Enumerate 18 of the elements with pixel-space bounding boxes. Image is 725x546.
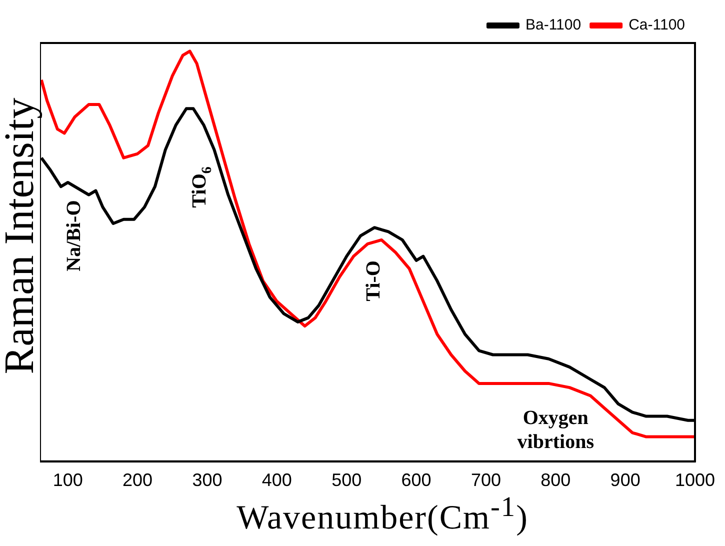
x-tick-label: 700 <box>470 470 501 490</box>
x-tick-label: 200 <box>122 470 153 490</box>
x-tick-label: 300 <box>192 470 222 490</box>
x-tick-label: 1000 <box>674 470 716 490</box>
x-tick-label: 600 <box>401 470 432 490</box>
x-tick-label: 400 <box>262 470 292 490</box>
x-tick-label: 800 <box>540 470 571 490</box>
y-axis-title: Raman Intensity <box>0 96 44 376</box>
annotation: Ti-O <box>362 260 385 302</box>
x-axis-title: Wavenumber(Cm$^{-1}$) <box>236 492 530 538</box>
annotation: Na/Bi-O <box>63 200 86 272</box>
legend-label: Ca-1100 <box>628 16 686 34</box>
annotation: Oxygen vibrtions <box>517 406 594 453</box>
legend-label: Ba-1100 <box>525 16 582 34</box>
annotation: TiO6 <box>188 166 215 208</box>
x-tick-label: 100 <box>52 470 83 490</box>
x-tick-label: 900 <box>610 470 640 490</box>
x-tick-label: 500 <box>332 470 362 490</box>
